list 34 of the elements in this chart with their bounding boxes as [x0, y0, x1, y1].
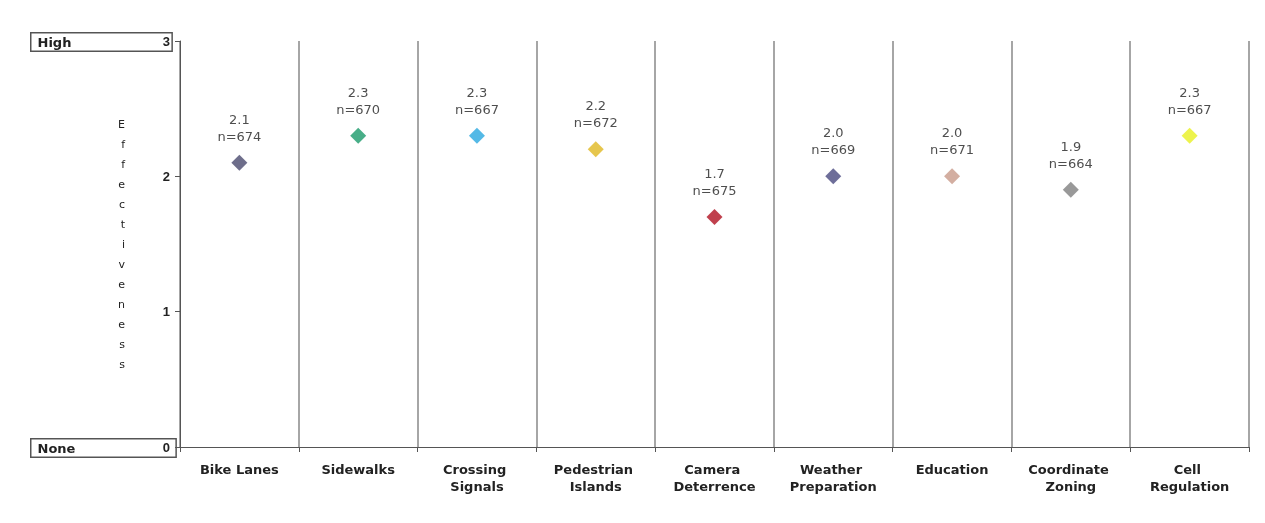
text: None [37, 440, 76, 456]
point [944, 168, 961, 185]
y-tick-label: 3 [162, 33, 170, 49]
data-label: 2.1 n=674 [217, 111, 262, 144]
x-tick-label: Crossing Signals [442, 462, 511, 494]
data-label: 2.0 n=669 [811, 125, 856, 158]
point [825, 168, 842, 185]
x-tick-label: Camera Deterrence [673, 462, 756, 494]
point [1181, 127, 1198, 144]
data-label: 2.3 n=670 [336, 84, 381, 117]
x-tick-label: Cell Regulation [1149, 462, 1230, 494]
y-tick-label: 0 [162, 439, 170, 455]
text: High [37, 34, 72, 50]
x-tick-label: Coordinate Zoning [1028, 462, 1114, 494]
point [706, 208, 723, 225]
point [1062, 181, 1079, 198]
x-tick-label: Education [915, 462, 989, 477]
text: Effectiveness [118, 117, 125, 371]
y-tick-label: 1 [162, 304, 170, 320]
data-label: 2.3 n=667 [1167, 84, 1212, 117]
point [468, 127, 485, 144]
data-label: 2.0 n=671 [930, 125, 975, 158]
x-tick-label: Sidewalks [321, 462, 396, 477]
data-label: 2.2 n=672 [573, 98, 618, 131]
x-tick-label: Pedestrian Islands [553, 462, 638, 494]
x-tick-label: Bike Lanes [199, 462, 280, 477]
x-tick-label: Weather Preparation [789, 462, 877, 494]
data-label: 2.3 n=667 [454, 84, 499, 117]
point [231, 154, 248, 171]
data-label: 1.9 n=664 [1048, 138, 1093, 171]
y-tick-label: 2 [162, 168, 170, 184]
point [350, 127, 367, 144]
data-label: 1.7 n=675 [692, 165, 737, 198]
point [587, 141, 604, 158]
